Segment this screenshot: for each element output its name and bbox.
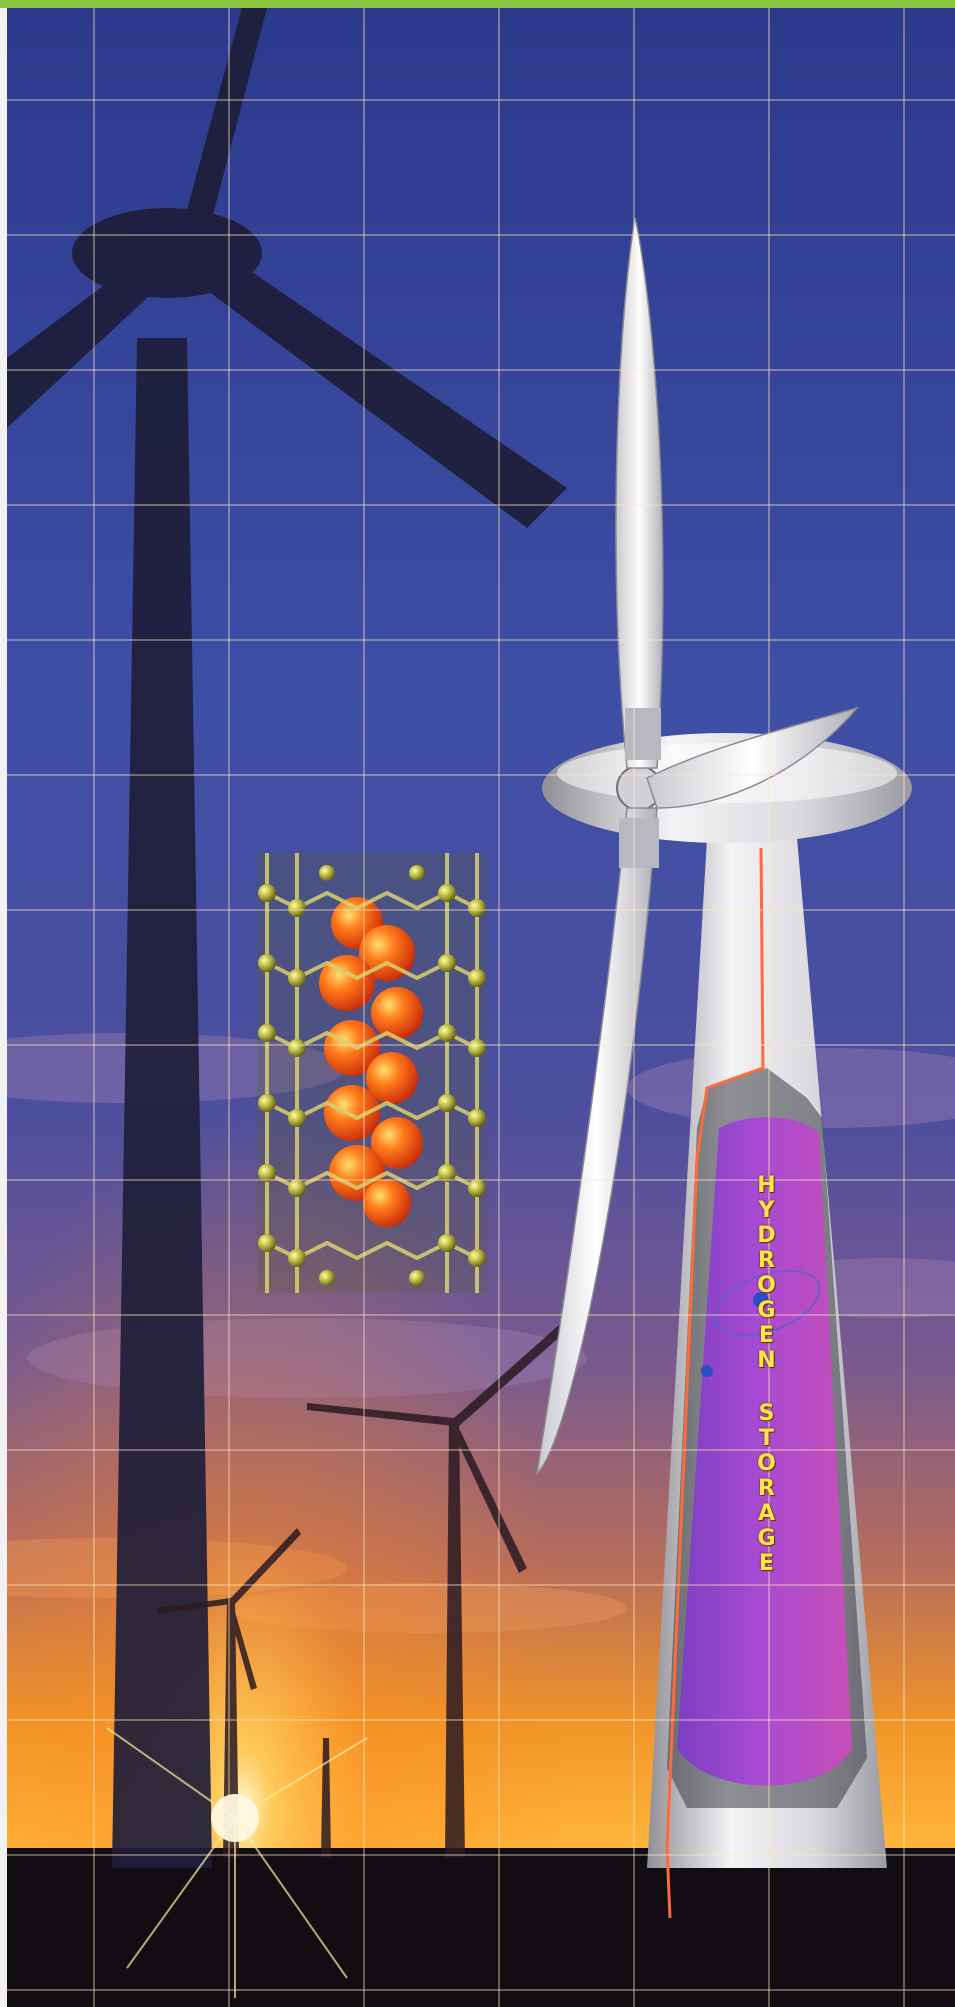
label-word-storage: STORAGE	[754, 1401, 779, 1576]
label-word-hydrogen: HYDROGEN	[754, 1173, 779, 1373]
left-margin-strip	[0, 8, 7, 2007]
top-accent-bar	[0, 0, 955, 8]
scene: HYDROGEN STORAGE	[7, 8, 955, 2007]
wind-turbine-illustration	[7, 8, 955, 2007]
hydrogen-storage-label: HYDROGEN STORAGE	[751, 1173, 781, 1576]
